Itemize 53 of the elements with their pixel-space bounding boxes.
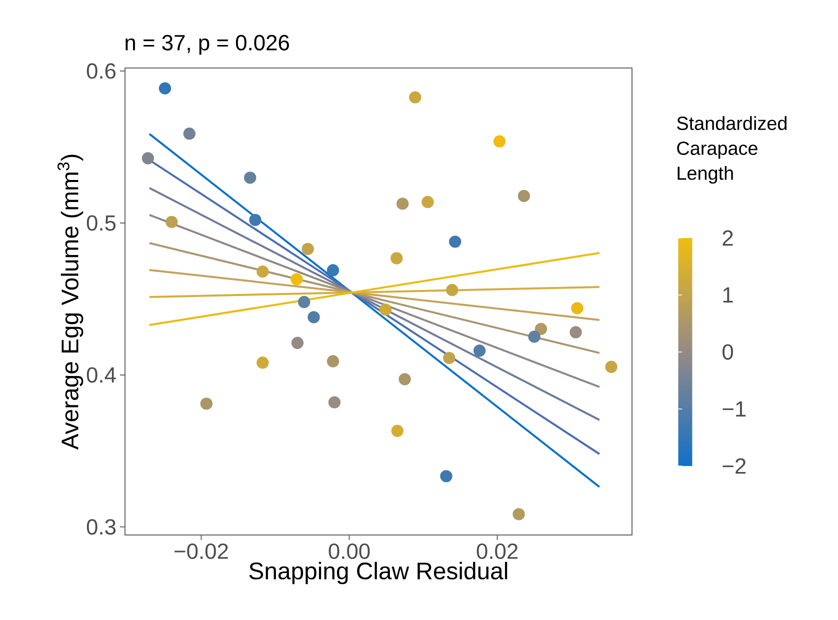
point	[256, 356, 269, 369]
point	[518, 190, 530, 202]
point	[528, 330, 540, 343]
point	[298, 296, 310, 308]
point	[249, 214, 262, 226]
y-tick-label: 0.5	[86, 215, 116, 231]
point	[422, 196, 434, 208]
point	[328, 396, 341, 408]
color-bar-label: 0	[722, 344, 733, 360]
y-axis-title: Average Egg Volume (mm$^{3}$)	[58, 154, 84, 450]
point	[534, 322, 548, 336]
point	[512, 508, 525, 520]
point	[391, 424, 404, 437]
point	[493, 135, 506, 148]
point	[409, 91, 422, 104]
point	[290, 273, 303, 286]
x-tick-label: 0.02	[476, 544, 518, 560]
color-bar-title: Standardized Carapace Length	[677, 116, 787, 184]
point	[291, 336, 304, 349]
point	[570, 326, 582, 338]
point	[166, 216, 178, 228]
point	[605, 360, 618, 374]
color-bar-label: −1	[722, 401, 746, 417]
point	[183, 128, 196, 140]
point	[142, 152, 154, 164]
point	[379, 304, 392, 316]
chart-title: n = 37, p = 0.026	[126, 34, 289, 55]
point	[446, 284, 458, 296]
point	[308, 311, 320, 324]
point	[571, 302, 584, 314]
point	[443, 352, 456, 364]
point	[302, 242, 314, 256]
point	[158, 82, 172, 94]
color-bar-label: −2	[722, 458, 746, 474]
x-tick-label: −0.02	[174, 544, 228, 560]
y-tick-label: 0.3	[86, 519, 116, 535]
point	[326, 264, 340, 276]
point	[256, 266, 269, 278]
point	[398, 373, 411, 386]
point	[200, 398, 213, 410]
point	[440, 470, 452, 482]
y-tick-label: 0.6	[86, 63, 116, 79]
x-axis-title: Snapping Claw Residual	[249, 562, 508, 584]
point	[244, 172, 256, 184]
point	[390, 252, 403, 264]
x-tick-label: 0.00	[328, 544, 370, 560]
point	[449, 236, 462, 248]
point	[396, 198, 409, 210]
point	[473, 344, 486, 357]
color-bar-label: 1	[723, 287, 733, 303]
y-tick-label: 0.4	[86, 367, 116, 383]
point	[326, 355, 340, 368]
color-bar-label: 2	[722, 230, 733, 246]
